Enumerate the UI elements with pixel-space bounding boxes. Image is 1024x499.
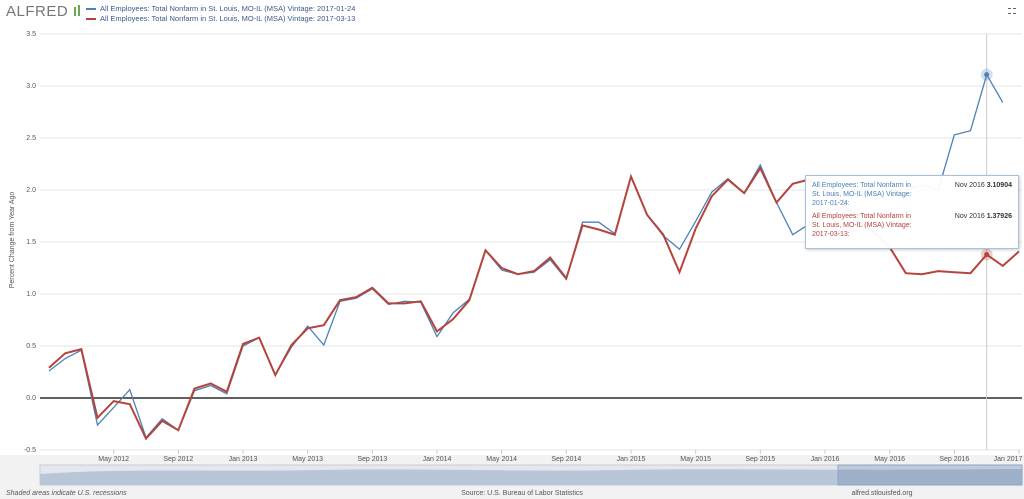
tooltip-row: All Employees: Total Nonfarm in St. Loui… (812, 181, 1012, 208)
y-tick-label: 0.0 (26, 395, 36, 402)
x-tick-label: May 2014 (486, 456, 517, 463)
y-axis-title: Percent Change from Year Ago (9, 192, 16, 289)
y-tick-label: -0.5 (24, 447, 36, 454)
y-tick-label: 3.5 (26, 31, 36, 38)
x-tick-label: Jan 2016 (811, 456, 840, 463)
logo-bar (74, 7, 76, 16)
y-tick-label: 2.0 (26, 187, 36, 194)
x-tick-label: May 2012 (98, 456, 129, 463)
logo-bar (78, 5, 80, 16)
site-url: alfred.stlouisfed.org (851, 490, 912, 497)
hover-point (984, 72, 990, 78)
x-tick-label: May 2013 (292, 456, 323, 463)
x-tick-label: Sep 2014 (551, 456, 581, 463)
x-tick-label: Jan 2015 (617, 456, 646, 463)
tooltip-row: All Employees: Total Nonfarm in St. Loui… (812, 212, 1012, 239)
tooltip-label: All Employees: Total Nonfarm in St. Loui… (812, 182, 912, 207)
tooltip: All Employees: Total Nonfarm in St. Loui… (805, 175, 1019, 249)
brand-logo: ALFRED (6, 3, 68, 20)
y-tick-label: 0.5 (26, 343, 36, 350)
x-tick-label: Jan 2013 (229, 456, 258, 463)
navigator-series (40, 469, 1022, 485)
x-tick-label: Jan 2017 (994, 456, 1023, 463)
y-tick-label: 3.0 (26, 83, 36, 90)
fullscreen-icon[interactable] (1008, 8, 1016, 14)
navigator-window[interactable] (837, 464, 1023, 486)
tooltip-date: Nov 2016 (954, 213, 985, 220)
x-tick-label: Jan 2014 (423, 456, 452, 463)
x-tick-label: May 2016 (874, 456, 905, 463)
x-tick-label: Sep 2016 (939, 456, 969, 463)
hover-point (984, 252, 990, 258)
x-tick-label: Sep 2012 (163, 456, 193, 463)
y-tick-label: 1.5 (26, 239, 36, 246)
x-tick-label: Sep 2013 (357, 456, 387, 463)
legend-entry[interactable]: All Employees: Total Nonfarm in St. Loui… (100, 4, 355, 13)
tooltip-value: Nov 2016 1.37926 (955, 212, 1012, 239)
y-tick-label: 2.5 (26, 135, 36, 142)
recession-note: Shaded areas indicate U.S. recessions (6, 490, 127, 497)
tooltip-label: All Employees: Total Nonfarm in St. Loui… (812, 213, 912, 238)
x-tick-label: May 2015 (680, 456, 711, 463)
tooltip-number: 1.37926 (986, 213, 1012, 220)
y-tick-label: 1.0 (26, 291, 36, 298)
tooltip-value: Nov 2016 3.10904 (955, 181, 1012, 208)
tooltip-number: 3.10904 (986, 182, 1012, 189)
source: Source: U.S. Bureau of Labor Statistics (461, 490, 583, 497)
x-tick-label: Sep 2015 (745, 456, 775, 463)
tooltip-date: Nov 2016 (954, 182, 985, 189)
legend-entry[interactable]: All Employees: Total Nonfarm in St. Loui… (100, 14, 355, 23)
